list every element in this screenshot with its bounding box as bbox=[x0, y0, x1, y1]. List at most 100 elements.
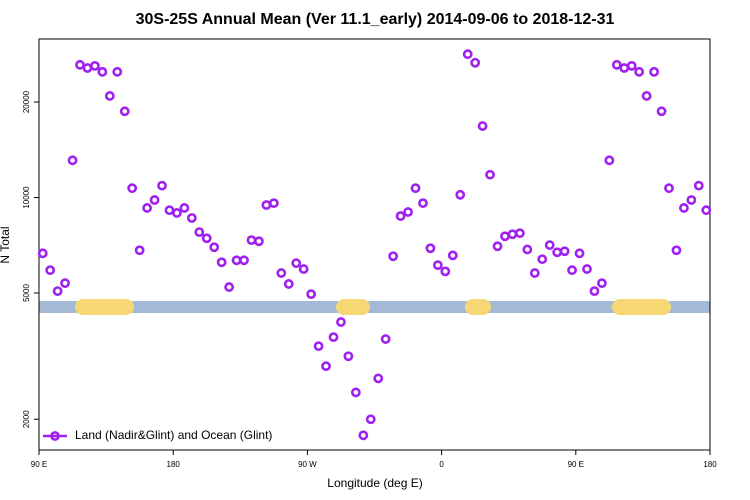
point bbox=[514, 228, 525, 239]
y-tick-label: 10000 bbox=[22, 186, 31, 209]
point bbox=[313, 341, 324, 352]
point bbox=[425, 243, 436, 254]
point bbox=[52, 286, 63, 297]
point bbox=[604, 155, 615, 166]
point bbox=[194, 227, 205, 238]
point bbox=[470, 57, 481, 68]
y-tick-label: 20000 bbox=[22, 90, 31, 113]
point bbox=[388, 251, 399, 262]
point bbox=[611, 59, 622, 70]
point bbox=[60, 278, 70, 289]
x-tick-label: 90 E bbox=[568, 460, 584, 469]
point bbox=[410, 183, 421, 194]
point bbox=[537, 254, 548, 265]
x-tick-label: 90 W bbox=[298, 460, 317, 469]
x-axis-label: Longitude (deg E) bbox=[327, 476, 422, 490]
point bbox=[254, 236, 264, 247]
point bbox=[186, 213, 197, 223]
point bbox=[529, 268, 540, 278]
point bbox=[574, 248, 585, 259]
point bbox=[358, 430, 369, 441]
point bbox=[447, 250, 458, 261]
point bbox=[172, 208, 182, 218]
point bbox=[246, 235, 257, 246]
y-axis-label: N Total bbox=[0, 226, 12, 263]
point bbox=[224, 282, 235, 292]
point bbox=[268, 198, 279, 209]
y-tick-label: 5000 bbox=[22, 284, 31, 302]
point bbox=[552, 247, 563, 258]
point bbox=[321, 361, 331, 372]
point bbox=[343, 351, 354, 362]
point bbox=[119, 106, 130, 117]
point bbox=[485, 169, 495, 180]
point bbox=[500, 231, 510, 242]
point bbox=[462, 49, 473, 60]
point bbox=[298, 264, 309, 274]
point bbox=[261, 200, 272, 210]
point bbox=[455, 189, 466, 200]
point bbox=[209, 242, 220, 253]
point bbox=[596, 278, 607, 289]
x-tick-label: 0 bbox=[439, 460, 444, 469]
point bbox=[649, 66, 659, 77]
point bbox=[432, 260, 443, 271]
point bbox=[67, 155, 78, 166]
point bbox=[127, 183, 138, 194]
point bbox=[291, 258, 302, 269]
point bbox=[75, 59, 85, 70]
point bbox=[336, 317, 346, 327]
point bbox=[90, 60, 100, 71]
point bbox=[671, 245, 682, 256]
point bbox=[112, 66, 123, 77]
point bbox=[440, 266, 451, 277]
point bbox=[231, 255, 242, 266]
point bbox=[634, 66, 645, 77]
point bbox=[164, 205, 175, 216]
point bbox=[276, 268, 287, 278]
x-tick-label: 180 bbox=[703, 460, 717, 469]
point bbox=[589, 286, 600, 297]
point bbox=[477, 121, 488, 131]
plot-frame bbox=[38, 38, 711, 451]
point bbox=[239, 255, 249, 266]
point bbox=[686, 195, 697, 205]
point bbox=[403, 207, 413, 217]
point bbox=[418, 198, 428, 209]
y-tick-label: 2000 bbox=[22, 410, 31, 428]
point bbox=[179, 203, 190, 213]
chart-title: 30S-25S Annual Mean (Ver 11.1_early) 201… bbox=[136, 11, 615, 28]
point bbox=[693, 180, 704, 191]
point bbox=[149, 195, 160, 205]
point bbox=[626, 60, 637, 71]
point bbox=[656, 106, 667, 117]
point bbox=[45, 265, 56, 276]
point bbox=[97, 66, 108, 77]
point bbox=[544, 240, 555, 250]
point bbox=[201, 233, 212, 244]
point bbox=[641, 91, 652, 101]
point bbox=[82, 63, 93, 73]
point bbox=[701, 205, 712, 216]
point bbox=[37, 248, 48, 259]
point bbox=[365, 414, 376, 425]
point bbox=[216, 257, 227, 268]
point bbox=[559, 246, 570, 257]
legend-label: Land (Nadir&Glint) and Ocean (Glint) bbox=[75, 428, 272, 442]
point bbox=[664, 183, 674, 194]
legend-marker bbox=[50, 431, 60, 441]
point bbox=[395, 211, 406, 221]
surface-strip bbox=[39, 299, 710, 315]
point bbox=[380, 334, 391, 344]
point bbox=[157, 180, 167, 191]
point bbox=[582, 264, 592, 274]
point bbox=[350, 387, 361, 398]
point bbox=[522, 244, 533, 255]
point bbox=[567, 265, 577, 276]
point bbox=[134, 245, 145, 256]
x-tick-label: 90 E bbox=[31, 460, 47, 469]
point bbox=[104, 91, 115, 101]
point bbox=[507, 229, 518, 240]
x-tick-label: 180 bbox=[167, 460, 181, 469]
